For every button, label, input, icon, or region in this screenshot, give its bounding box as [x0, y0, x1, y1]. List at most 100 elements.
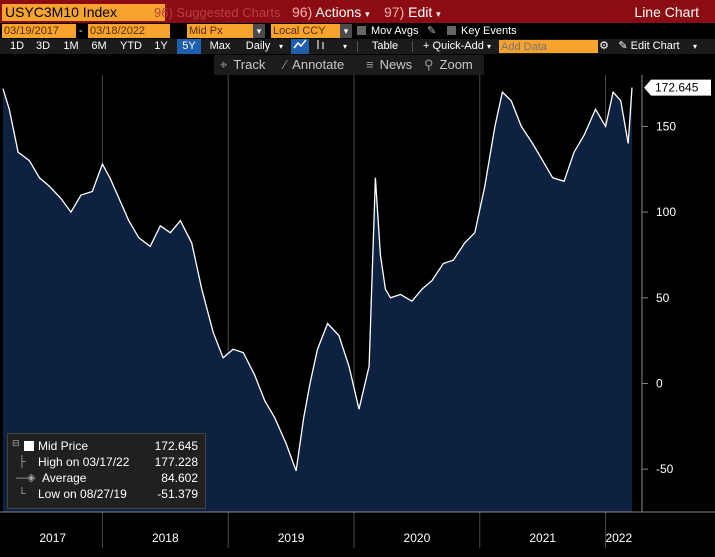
edit-number: 97)	[384, 4, 405, 20]
chevron-down-icon: ▾	[436, 9, 441, 19]
gear-icon[interactable]: ⚙	[599, 40, 609, 52]
x-tick-label: 2020	[404, 531, 431, 545]
x-tick-label: 2021	[529, 531, 556, 545]
collapse-icon[interactable]: ⊟	[12, 438, 20, 448]
chevron-down-icon[interactable]: ▾	[253, 24, 265, 38]
average-value: 84.602	[161, 471, 198, 485]
high-value: 177.228	[154, 455, 198, 469]
start-date-field[interactable]: 03/19/2017	[2, 24, 76, 38]
last-price-box	[644, 79, 711, 96]
top-toolbar: USYC3M10 Index 96) Suggested Charts 96) …	[0, 0, 715, 23]
quick-add-button[interactable]: + Quick-Add ▾	[417, 39, 497, 54]
high-label: High on 03/17/22	[38, 455, 130, 469]
period-1m[interactable]: 1M	[63, 40, 79, 52]
frequency-select[interactable]: Daily	[245, 40, 271, 52]
line-chart-icon[interactable]	[291, 39, 309, 54]
legend-mid-price[interactable]: ⊟ Mid Price 172.645	[12, 438, 202, 454]
tree-branch-icon: └	[18, 488, 26, 500]
chevron-down-icon[interactable]: ▾	[340, 24, 352, 38]
separator	[412, 41, 413, 52]
y-tick-label: 50	[656, 291, 670, 305]
x-axis-ticks: 2017 2018 2019 2020 2021 2022	[39, 531, 632, 545]
period-ytd[interactable]: YTD	[120, 40, 142, 52]
magnifier-icon: ⚲	[424, 57, 434, 72]
end-date-field[interactable]: 03/18/2022	[88, 24, 170, 38]
average-label: Average	[42, 471, 87, 485]
suggested-charts-button[interactable]: 96) Suggested Charts	[151, 4, 288, 21]
period-1y[interactable]: 1Y	[154, 40, 168, 52]
date-separator: -	[79, 25, 83, 37]
period-1d[interactable]: 1D	[9, 40, 25, 52]
plus-icon: +	[423, 40, 433, 52]
y-tick-label: 0	[656, 376, 663, 390]
period-bar: 1D 3D 1M 6M YTD 1Y 5Y Max Daily ▾ ▾ Tabl…	[0, 39, 715, 54]
period-3d[interactable]: 3D	[35, 40, 51, 52]
legend-high: ├ High on 03/17/22 177.228	[12, 454, 202, 470]
series-swatch-icon	[24, 441, 34, 451]
price-line	[2, 87, 633, 472]
chevron-down-icon[interactable]: ▾	[278, 42, 283, 51]
x-tick-label: 2017	[39, 531, 66, 545]
annotate-button[interactable]: ∕ Annotate	[284, 55, 344, 75]
table-button[interactable]: Table	[371, 40, 399, 52]
quick-add-label: Quick-Add	[432, 40, 484, 52]
legend-low: └ Low on 08/27/19 -51.379	[12, 486, 202, 502]
edit-chart-button[interactable]: ✎ Edit Chart	[613, 39, 685, 54]
last-price-label: 172.645	[655, 81, 699, 95]
y-tick-label: 100	[656, 205, 676, 219]
mid-price-label: Mid Price	[38, 439, 89, 453]
track-button[interactable]: ⌖ Track	[220, 55, 265, 75]
actions-number: 96)	[292, 4, 313, 20]
edit-chart-label: Edit Chart	[630, 40, 680, 52]
chart-type-label: Line Chart	[634, 4, 699, 20]
suggested-charts-label: Suggested Charts	[176, 5, 281, 20]
zoom-button[interactable]: ⚲ Zoom	[424, 55, 473, 75]
track-label: Track	[233, 57, 266, 72]
ticker-field[interactable]: USYC3M10 Index	[2, 4, 165, 21]
x-tick-label: 2018	[152, 531, 179, 545]
chart-tools-bar: ⌖ Track ∕ Annotate ≡ News ⚲ Zoom	[214, 55, 484, 75]
price-area	[3, 87, 632, 512]
separator	[357, 41, 358, 52]
average-line-icon: —◈	[16, 472, 36, 484]
x-tick-label: 2019	[278, 531, 305, 545]
crosshair-icon: ⌖	[220, 57, 228, 72]
y-tick-label: 150	[656, 119, 676, 133]
chart-legend: ⊟ Mid Price 172.645 ├ High on 03/17/22 1…	[7, 433, 206, 509]
add-data-input[interactable]	[499, 40, 598, 53]
last-price-tag: 172.645	[644, 79, 711, 96]
pencil-icon[interactable]: ✎	[427, 25, 437, 37]
tree-branch-icon: ├	[18, 456, 26, 468]
pencil-icon: ✎	[618, 40, 628, 52]
chevron-down-icon: ▾	[365, 9, 370, 19]
zoom-label: Zoom	[439, 57, 473, 72]
chevron-down-icon[interactable]: ▾	[342, 42, 347, 51]
actions-label: Actions	[315, 4, 362, 20]
x-tick-label: 2022	[605, 531, 632, 545]
news-button[interactable]: ≡ News	[366, 55, 412, 75]
annotate-icon: ∕	[284, 57, 287, 72]
low-label: Low on 08/27/19	[38, 487, 127, 501]
period-6m[interactable]: 6M	[91, 40, 107, 52]
suggested-number: 96)	[154, 5, 173, 20]
period-5y[interactable]: 5Y	[177, 39, 201, 54]
chevron-down-icon: ▾	[486, 42, 491, 51]
price-field-select[interactable]: Mid Px	[187, 24, 264, 38]
low-value: -51.379	[157, 487, 198, 501]
key-events-checkbox[interactable]	[447, 26, 456, 35]
actions-menu[interactable]: 96) Actions ▾	[292, 4, 370, 21]
key-events-label: Key Events	[461, 25, 517, 37]
news-label: News	[379, 57, 413, 72]
legend-average: —◈ Average 84.602	[12, 470, 202, 486]
chevron-down-icon[interactable]: ▾	[692, 42, 697, 51]
mov-avgs-checkbox[interactable]	[357, 26, 366, 35]
news-icon: ≡	[366, 57, 374, 72]
period-max[interactable]: Max	[209, 40, 231, 52]
y-tick-label: -50	[656, 462, 674, 476]
edit-menu[interactable]: 97) Edit ▾	[384, 4, 441, 21]
currency-select[interactable]: Local CCY	[271, 24, 345, 38]
edit-label: Edit	[408, 4, 433, 20]
bar-chart-icon[interactable]	[312, 39, 330, 54]
range-bar: 03/19/2017 - 03/18/2022 Mid Px ▾ Local C…	[0, 23, 715, 39]
mid-price-value: 172.645	[154, 439, 198, 453]
